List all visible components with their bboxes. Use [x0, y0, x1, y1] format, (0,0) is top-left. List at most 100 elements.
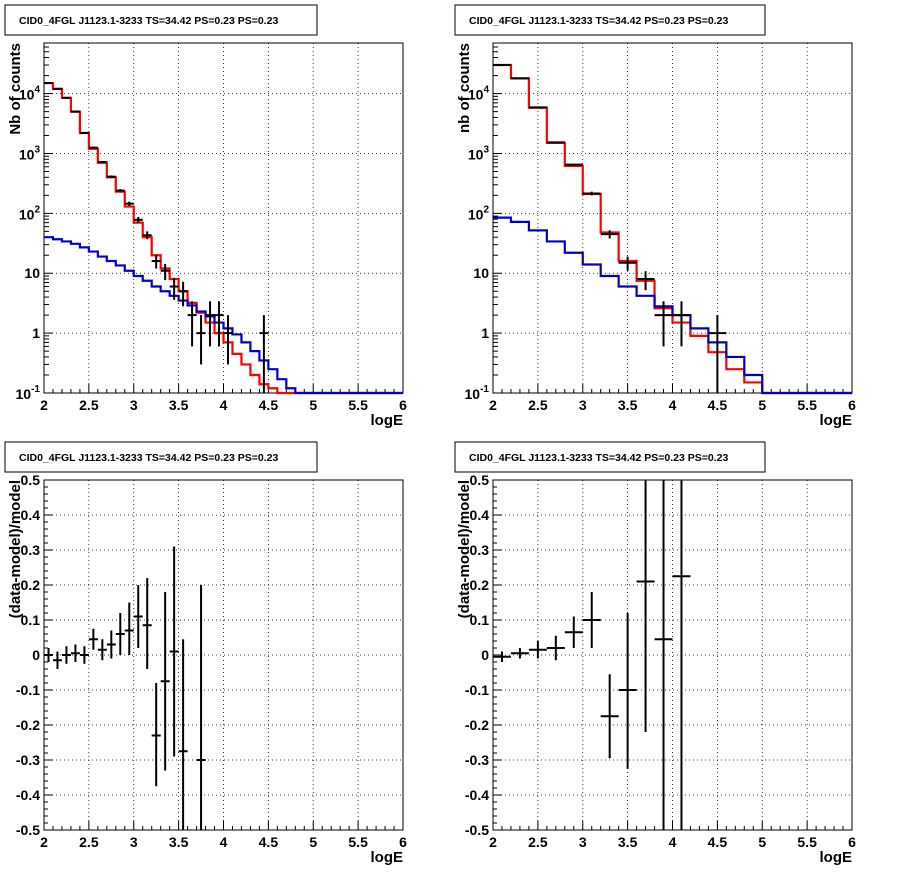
x-tick-label: 5: [309, 834, 317, 850]
data-point: [124, 201, 134, 206]
x-tick-label: 4: [220, 834, 228, 850]
chart-title-box: [454, 4, 766, 36]
x-tick-label: 6: [848, 834, 856, 850]
data-point: [600, 674, 619, 759]
y-tick-label: 0.3: [21, 542, 41, 558]
y-tick-label: -0.3: [465, 752, 489, 768]
data-point: [88, 628, 98, 650]
data-point: [528, 641, 547, 659]
y-axis-label: (data-model)/model: [7, 480, 24, 618]
data-point: [169, 277, 179, 300]
y-tick-label: 0.1: [470, 612, 490, 628]
y-tick-label: 0.1: [21, 612, 41, 628]
data-point: [708, 315, 727, 393]
y-tick-label: 0.5: [470, 472, 490, 488]
y-tick-label: 104: [19, 85, 41, 103]
data-point: [70, 110, 80, 113]
x-tick-label: 5: [309, 397, 317, 413]
data-point: [178, 639, 188, 830]
y-tick-label: 102: [468, 204, 490, 222]
data-point: [654, 480, 673, 830]
data-point: [600, 230, 619, 239]
chart-title: CID0_4FGL J1123.1-3233 TS=34.42 PS=0.23 …: [19, 15, 278, 27]
x-tick-label: 3: [579, 397, 587, 413]
chart-title: CID0_4FGL J1123.1-3233 TS=34.42 PS=0.23 …: [469, 452, 728, 464]
y-axis-label: (data-model)/model: [456, 480, 473, 618]
y-tick-label: 10-1: [465, 384, 490, 402]
data-point: [654, 301, 673, 347]
y-tick-label: -0.1: [16, 682, 40, 698]
y-tick-label: 103: [468, 144, 490, 162]
data-point: [106, 175, 116, 178]
data-point: [115, 613, 125, 655]
y-axis-label: Nb of counts: [7, 43, 24, 135]
data-point: [97, 639, 107, 661]
y-tick-label: -0.4: [465, 787, 489, 803]
data-point: [160, 263, 170, 281]
x-tick-label: 4: [669, 397, 677, 413]
x-axis-label: logE: [820, 849, 853, 866]
data-point: [259, 315, 269, 393]
x-tick-label: 3: [579, 834, 587, 850]
chart-panel-3: CID0_4FGL J1123.1-3233 TS=34.42 PS=0.23 …: [4, 441, 407, 866]
y-tick-label: -0.5: [16, 822, 40, 838]
data-point: [44, 648, 53, 662]
data-point: [618, 613, 637, 769]
y-tick-label: -0.1: [465, 682, 489, 698]
x-tick-label: 2: [489, 397, 497, 413]
y-tick-label: 0: [32, 647, 40, 663]
chart-panel-2: CID0_4FGL J1123.1-3233 TS=34.42 PS=0.23 …: [454, 4, 856, 429]
y-tick-label: 0.4: [21, 507, 41, 523]
data-point: [142, 231, 152, 240]
x-tick-label: 3.5: [618, 397, 638, 413]
data-point: [79, 646, 89, 664]
x-tick-label: 5: [758, 397, 766, 413]
data-point: [196, 315, 206, 365]
y-tick-label: 102: [19, 204, 41, 222]
x-tick-label: 5.5: [797, 397, 817, 413]
data-point: [160, 592, 170, 771]
data-point: [582, 592, 601, 648]
x-tick-label: 2.5: [528, 397, 548, 413]
data-point: [493, 651, 511, 662]
y-tick-label: 0: [481, 647, 489, 663]
data-point: [151, 683, 161, 787]
y-axis-label: nb of counts: [456, 43, 473, 133]
x-tick-label: 5.5: [348, 834, 368, 850]
x-tick-label: 6: [399, 834, 407, 850]
y-tick-label: 10: [473, 265, 489, 281]
data-point: [636, 271, 655, 291]
y-tick-label: 0.2: [21, 577, 41, 593]
chart-title-box: [454, 441, 766, 473]
x-tick-label: 4.5: [708, 834, 728, 850]
data-point: [528, 106, 547, 109]
x-tick-label: 4: [220, 397, 228, 413]
y-tick-label: -0.2: [16, 717, 40, 733]
data-point: [564, 616, 583, 648]
y-tick-label: 0.3: [470, 542, 490, 558]
model-histogram-total: [44, 81, 403, 395]
x-tick-label: 5.5: [797, 834, 817, 850]
y-tick-label: 104: [468, 85, 490, 103]
y-tick-label: 0.4: [470, 507, 490, 523]
x-tick-label: 3.5: [169, 397, 189, 413]
data-point: [214, 301, 224, 347]
data-point: [223, 315, 233, 365]
data-point: [70, 644, 80, 662]
data-point: [52, 651, 62, 669]
y-tick-label: -0.5: [465, 822, 489, 838]
y-tick-label: 103: [19, 144, 41, 162]
x-tick-label: 2.5: [528, 834, 548, 850]
data-point: [618, 256, 637, 271]
y-tick-label: 0.5: [21, 472, 41, 488]
x-axis-label: logE: [371, 412, 404, 429]
data-point: [79, 131, 89, 134]
x-tick-label: 3.5: [169, 834, 189, 850]
chart-title: CID0_4FGL J1123.1-3233 TS=34.42 PS=0.23 …: [19, 452, 278, 464]
data-point: [124, 602, 134, 655]
data-point: [52, 87, 62, 90]
x-tick-label: 3.5: [618, 834, 638, 850]
x-tick-label: 6: [848, 397, 856, 413]
data-point: [97, 160, 107, 164]
